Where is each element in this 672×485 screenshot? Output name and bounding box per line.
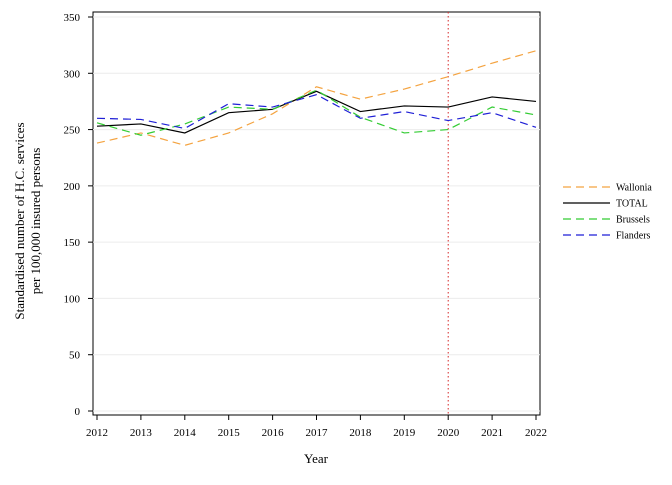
y-axis: 0 50 100 150 200 250 300 350 (64, 12, 93, 418)
y-tick-label: 100 (64, 293, 81, 305)
y-axis-title: Standardised number of H.C. services per… (12, 122, 43, 319)
grid-lines (93, 16, 540, 412)
x-axis-title: Year (304, 451, 329, 466)
x-tick-label: 2021 (481, 427, 503, 439)
x-tick-label: 2020 (437, 427, 460, 439)
x-tick-label: 2012 (86, 427, 108, 439)
legend: Wallonia TOTAL Brussels Flanders (563, 183, 652, 242)
x-tick-label: 2016 (262, 427, 285, 439)
y-tick-label: 150 (64, 237, 81, 249)
y-axis-title-line-2: per 100,000 insured persons (28, 148, 43, 295)
y-tick-label: 0 (75, 406, 81, 418)
legend-label-wallonia: Wallonia (616, 183, 652, 194)
x-tick-label: 2022 (525, 427, 547, 439)
x-tick-label: 2017 (306, 427, 329, 439)
legend-label-flanders: Flanders (616, 231, 651, 242)
x-tick-label: 2018 (349, 427, 372, 439)
series-line-total (96, 90, 537, 134)
y-tick-label: 350 (64, 12, 81, 24)
series-line-wallonia (96, 50, 537, 146)
legend-label-total: TOTAL (616, 199, 648, 210)
x-axis: 2012 2013 2014 2015 2016 2017 2018 2019 2020 2021… (86, 415, 547, 439)
series-lines (96, 50, 537, 146)
y-tick-label: 200 (64, 181, 81, 193)
series-line-flanders (96, 94, 537, 130)
y-axis-title-line-1: Standardised number of H.C. services (12, 122, 27, 319)
legend-label-brussels: Brussels (616, 215, 650, 226)
x-tick-label: 2013 (130, 427, 153, 439)
x-tick-label: 2015 (218, 427, 241, 439)
x-tick-label: 2014 (174, 427, 197, 439)
y-tick-label: 250 (64, 125, 81, 137)
x-tick-label: 2019 (393, 427, 416, 439)
y-tick-label: 300 (64, 68, 81, 80)
y-tick-label: 50 (69, 350, 81, 362)
